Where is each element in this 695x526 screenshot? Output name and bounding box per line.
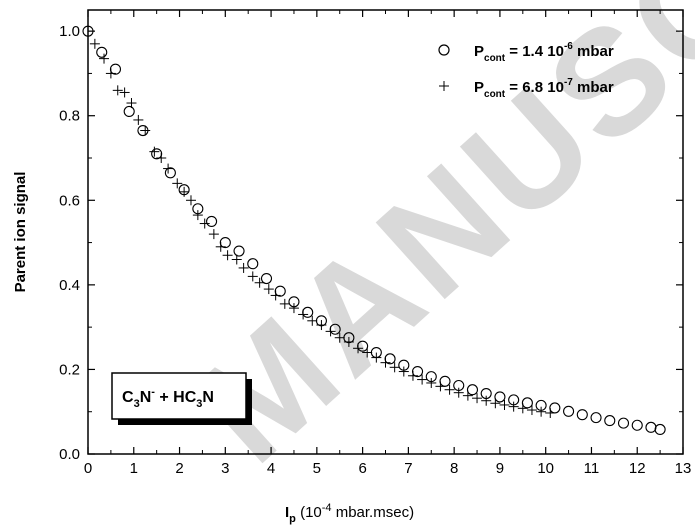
y-tick-label: 0.6 [59,192,80,209]
data-point-plus [113,85,123,95]
annotation-a: C [122,389,134,406]
y-tick-label: 0.4 [59,277,80,294]
data-point-plus [149,147,159,157]
data-point-plus [163,164,173,174]
legend-marker-circle [439,45,449,55]
legend-entry-1-p: P [474,43,484,60]
data-point-plus [156,153,166,163]
y-tick-label: 0.2 [59,361,80,378]
x-axis-title-pre: (10 [296,504,322,521]
x-axis-title: Ip (10-4 mbar.msec) [285,502,414,525]
x-tick-label: 6 [358,460,366,477]
x-axis-title-post: mbar.msec) [332,504,415,521]
data-point-circle [605,416,615,426]
legend-entry-2-sub: cont [484,89,506,100]
x-tick-label: 1 [130,460,138,477]
data-point-circle [467,385,477,395]
x-tick-label: 11 [584,460,600,477]
data-point-circle [440,376,450,386]
y-tick-label: 1.0 [59,23,80,40]
data-point-plus [133,115,143,125]
data-point-plus [120,87,130,97]
data-point-plus [527,405,537,415]
legend-entry-1-val: = 1.4 10 [505,43,564,60]
x-tick-label: 13 [675,460,692,477]
data-point-plus [239,263,249,273]
data-point-plus [99,54,109,64]
data-point-plus [90,39,100,49]
data-point-circle [152,149,162,159]
data-point-plus [463,391,473,401]
data-point-plus [518,403,528,413]
data-point-circle [591,413,601,423]
x-tick-label: 5 [313,460,321,477]
data-point-circle [234,246,244,256]
data-point-plus [490,398,500,408]
x-tick-label: 0 [84,460,92,477]
data-point-circle [619,418,629,428]
y-tick-label: 0.0 [59,446,80,463]
data-point-plus [172,178,182,188]
legend-entry-2-p: P [474,79,484,96]
data-point-plus [186,195,196,205]
data-point-plus [223,250,233,260]
annotation-b: N [140,389,152,406]
data-point-plus [216,242,226,252]
data-point-plus [140,126,150,136]
data-point-circle [495,392,505,402]
x-tick-label: 3 [221,460,229,477]
legend-entry-2-unit: mbar [573,79,614,96]
data-point-plus [545,408,555,418]
data-point-circle [413,367,423,377]
x-tick-label: 2 [175,460,183,477]
data-point-circle [207,216,217,226]
x-tick-label: 12 [629,460,646,477]
x-axis-title-sup: -4 [322,502,332,514]
data-point-plus [179,187,189,197]
annotation-c: + HC [155,389,197,406]
data-point-plus [248,271,258,281]
annotation-d: N [202,389,214,406]
x-tick-label: 8 [450,460,458,477]
data-point-circle [655,424,665,434]
data-point-circle [522,398,532,408]
data-point-plus [200,219,210,229]
reaction-annotation-box: C3N- + HC3N [112,373,252,425]
data-point-plus [435,381,445,391]
y-tick-label: 0.8 [59,108,80,125]
data-point-circle [632,420,642,430]
legend-entry-1-sub: cont [484,53,506,64]
data-point-circle [248,259,258,269]
data-point-circle [564,406,574,416]
data-point-plus [209,229,219,239]
data-point-plus [106,68,116,78]
data-point-circle [97,47,107,57]
data-point-circle [124,106,134,116]
legend-marker-plus [439,81,449,91]
x-tick-label: 4 [267,460,275,477]
data-point-circle [165,168,175,178]
x-tick-label: 10 [537,460,554,477]
legend-entry-1-unit: mbar [573,43,614,60]
data-point-circle [110,64,120,74]
data-point-circle [577,410,587,420]
legend-entry-2-val: = 6.8 10 [505,79,564,96]
x-tick-label: 7 [404,460,412,477]
data-point-circle [646,422,656,432]
y-axis-title: Parent ion signal [12,172,29,293]
x-tick-label: 9 [496,460,504,477]
data-point-circle [550,403,560,413]
data-point-circle [220,238,230,248]
